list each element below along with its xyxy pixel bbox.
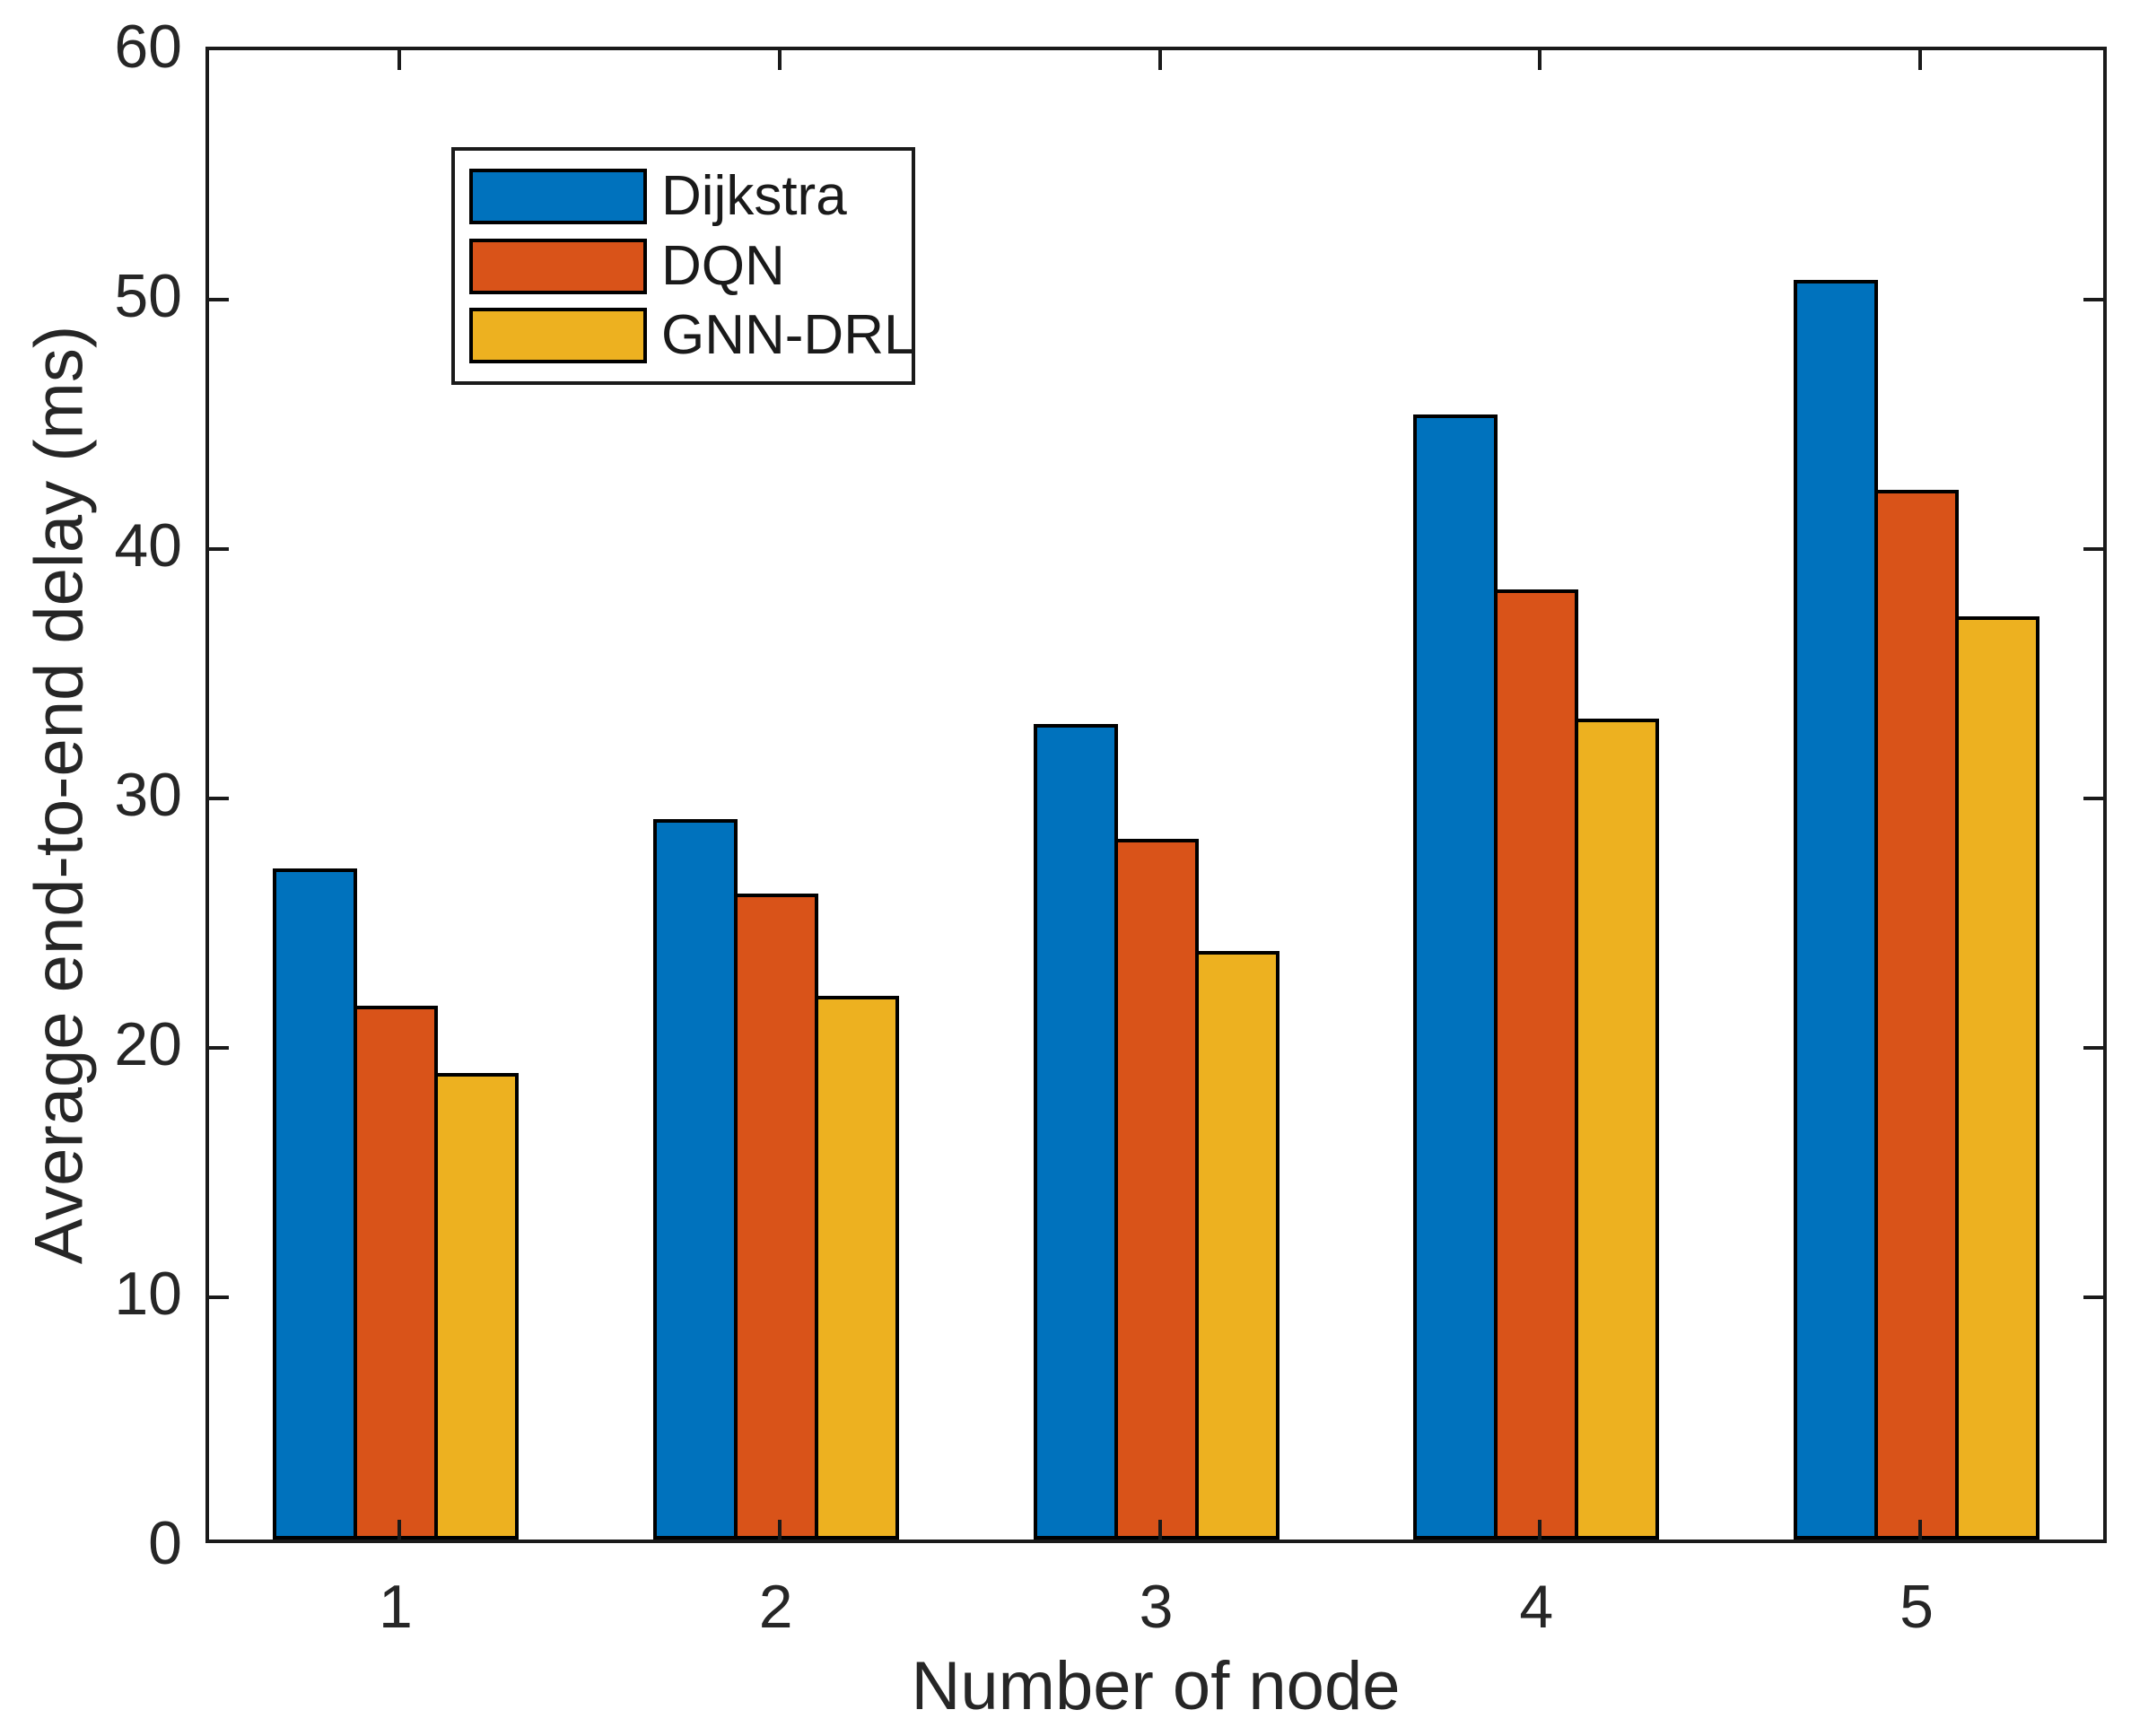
y-tick-left-40 [209,547,229,551]
bar-gnn-drl-node3 [1194,951,1279,1540]
x-tick-top-1 [397,50,401,70]
legend-swatch-dijkstra [469,169,647,224]
bar-dqn-node5 [1874,490,1960,1540]
x-tick-top-2 [778,50,782,70]
bar-dijkstra-node3 [1033,724,1118,1540]
legend-item-gnn-drl: GNN-DRL [469,308,914,363]
bar-dijkstra-node5 [1794,280,1879,1540]
x-tick-label-5: 5 [1900,1573,1934,1641]
x-tick-label-2: 2 [758,1573,793,1641]
y-tick-label-20: 20 [114,1010,182,1078]
bar-gnn-drl-node1 [433,1073,519,1540]
y-axis-title: Average end-to-end delay (ms) [21,325,98,1265]
x-tick-bottom-3 [1158,1520,1162,1540]
x-axis-title: Number of node [911,1648,1401,1724]
bar-dijkstra-node2 [652,819,738,1540]
bar-gnn-drl-node4 [1575,719,1660,1540]
y-tick-left-50 [209,298,229,301]
bar-gnn-drl-node2 [814,996,899,1540]
y-tick-label-0: 0 [148,1509,182,1577]
x-tick-top-5 [1918,50,1922,70]
bar-dijkstra-node1 [272,868,357,1540]
bar-dqn-node3 [1114,839,1199,1540]
y-tick-label-30: 30 [114,761,182,829]
legend-item-dqn: DQN [469,234,903,297]
y-tick-right-30 [2083,797,2103,800]
y-tick-left-10 [209,1295,229,1299]
x-tick-bottom-5 [1918,1520,1922,1540]
legend-swatch-dqn [469,238,647,294]
x-tick-label-3: 3 [1139,1573,1174,1641]
legend-label-gnn-drl: GNN-DRL [661,304,915,366]
y-tick-right-40 [2083,547,2103,551]
legend-item-dijkstra: Dijkstra [469,169,903,224]
y-tick-left-30 [209,797,229,800]
legend: Dijkstra DQN GNN-DRL [451,147,915,385]
y-tick-right-20 [2083,1046,2103,1050]
ticks-layer [209,50,2103,1540]
x-tick-label-4: 4 [1519,1573,1554,1641]
y-tick-label-40: 40 [114,511,182,580]
bars-layer [209,50,2103,1540]
x-tick-bottom-1 [397,1520,401,1540]
y-tick-label-10: 10 [114,1260,182,1328]
legend-label-dijkstra: Dijkstra [661,165,847,227]
x-tick-bottom-4 [1538,1520,1541,1540]
y-tick-label-60: 60 [114,13,182,81]
bar-dqn-node4 [1494,589,1579,1540]
x-tick-top-4 [1538,50,1541,70]
plot-area: Dijkstra DQN GNN-DRL [205,47,2107,1543]
bar-gnn-drl-node5 [1955,616,2040,1540]
legend-swatch-gnn-drl [469,308,647,363]
y-tick-right-50 [2083,298,2103,301]
y-tick-right-10 [2083,1295,2103,1299]
x-tick-top-3 [1158,50,1162,70]
y-tick-left-20 [209,1046,229,1050]
legend-label-dqn: DQN [661,234,785,297]
x-tick-bottom-2 [778,1520,782,1540]
y-tick-label-50: 50 [114,262,182,330]
x-tick-label-1: 1 [378,1573,413,1641]
